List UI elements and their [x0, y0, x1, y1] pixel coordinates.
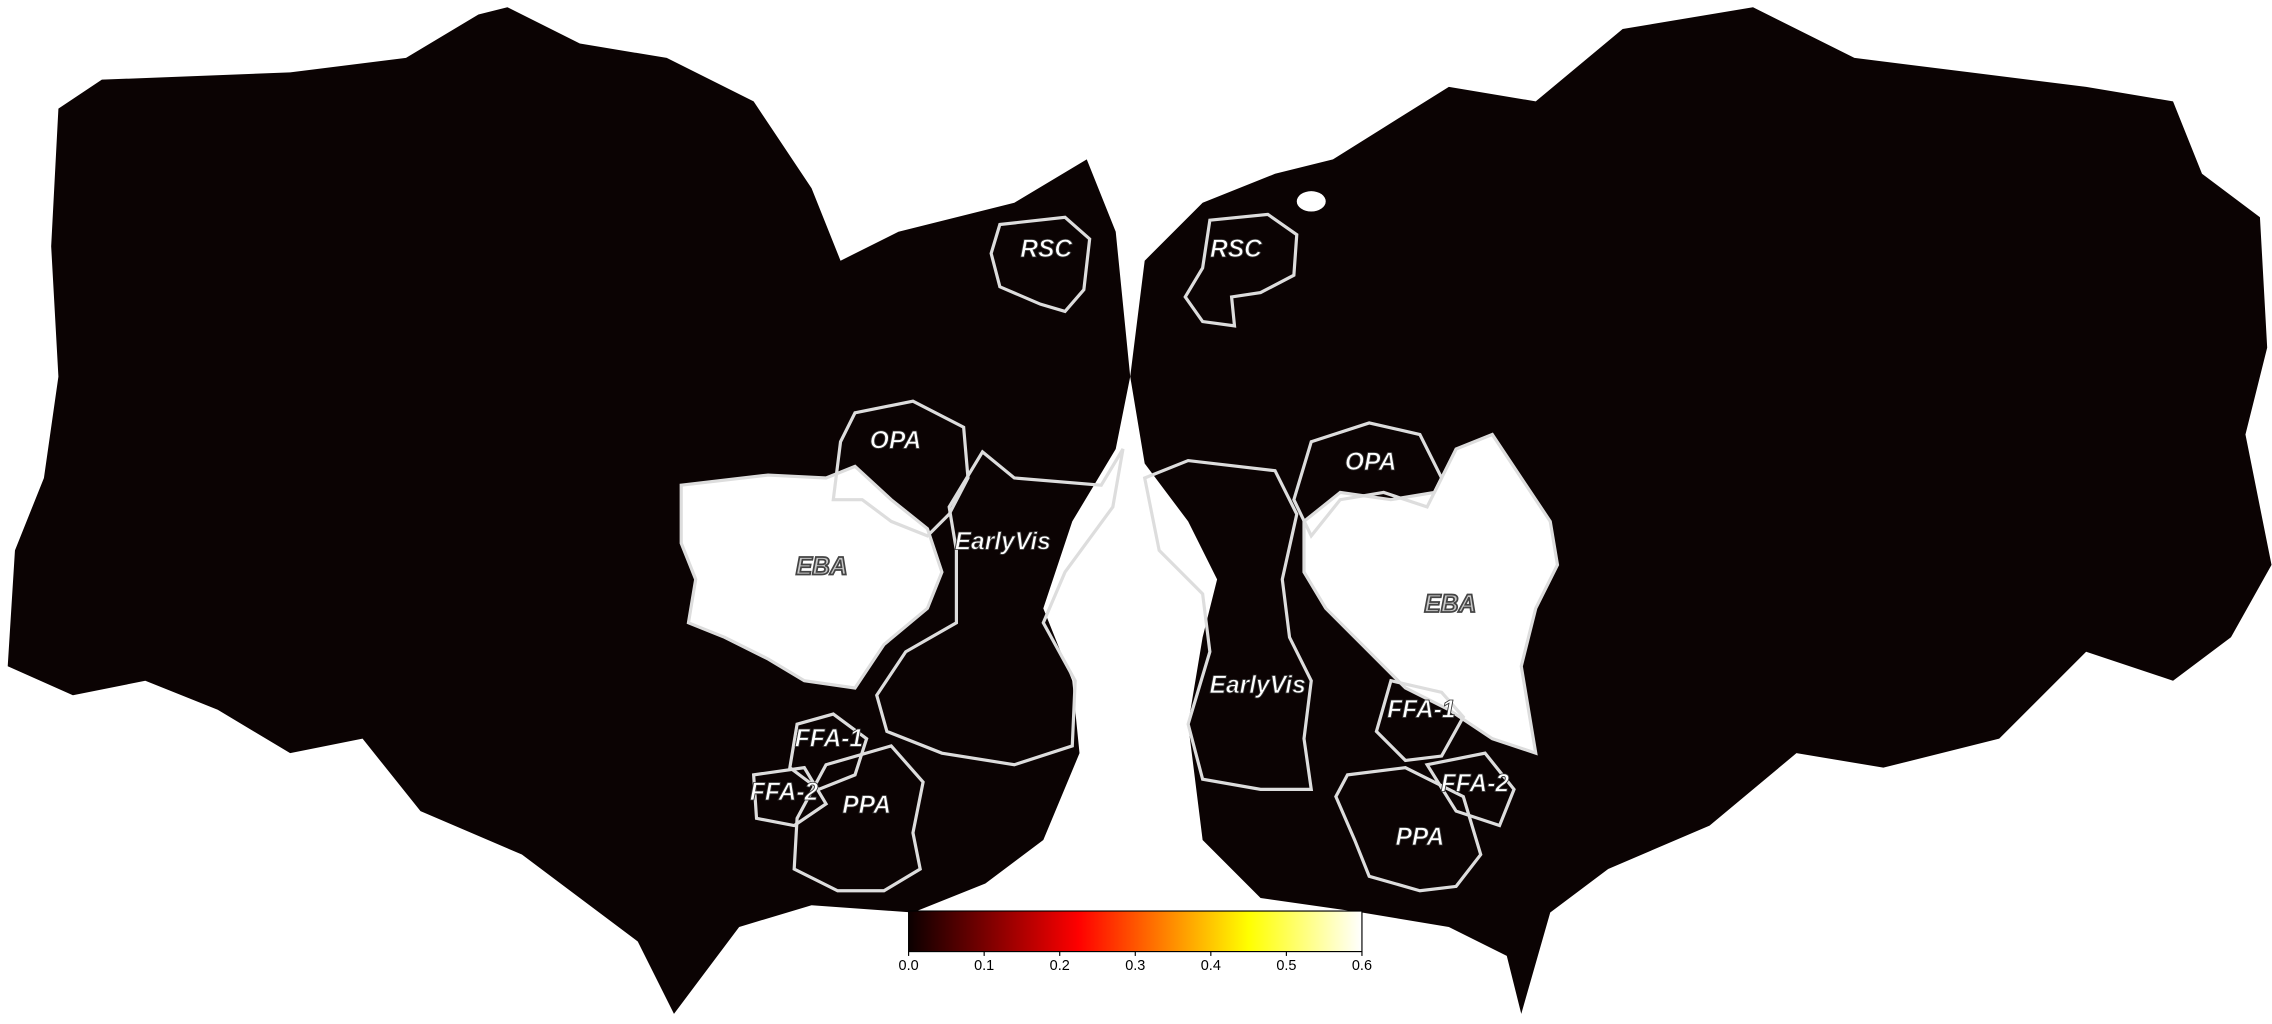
- roi-label: OPA: [1345, 449, 1397, 476]
- roi-label: PPA: [1395, 824, 1444, 851]
- roi-label: FFA-2: [1441, 771, 1510, 798]
- roi-outlines: [1142, 212, 1560, 893]
- roi-outline: [1374, 678, 1466, 763]
- roi-label: RSC: [1210, 236, 1263, 263]
- tick-label: 0.2: [1050, 958, 1070, 974]
- tick-label: 0.1: [974, 958, 994, 974]
- roi-label: EarlyVis: [955, 529, 1051, 556]
- roi-label: OPA: [870, 427, 922, 454]
- activation: [681, 466, 942, 688]
- roi-label: EBA: [1424, 591, 1476, 618]
- hole: [1296, 191, 1326, 212]
- left-hemisphere: [7, 7, 1131, 1014]
- roi-outline: [1424, 751, 1516, 828]
- roi-outline: [875, 448, 1125, 767]
- tick-label: 0.4: [1201, 958, 1221, 974]
- roi-outline: [1142, 458, 1314, 791]
- roi-outline: [751, 765, 829, 828]
- roi-label: FFA-2: [750, 779, 819, 806]
- tick-label: 0.6: [1352, 958, 1372, 974]
- colorbar-ticks: 0.0 0.1 0.2 0.3 0.4 0.5 0.6: [899, 951, 1372, 974]
- roi-outline: [989, 215, 1092, 314]
- roi-outline: [792, 744, 925, 893]
- roi-outline: [1183, 212, 1299, 328]
- colorbar: [908, 910, 1363, 953]
- roi-label: FFA-1: [795, 726, 863, 753]
- roi-outline: [1334, 765, 1483, 893]
- roi-outline: [679, 464, 944, 690]
- tick-label: 0.0: [899, 958, 919, 974]
- roi-label: PPA: [842, 792, 891, 819]
- roi-label: EarlyVis: [1210, 672, 1306, 699]
- roi-outlines: [679, 215, 1125, 893]
- roi-label: FFA-1: [1387, 697, 1455, 724]
- tick-label: 0.3: [1125, 958, 1145, 974]
- roi-label: RSC: [1020, 236, 1073, 263]
- roi-label: EBA: [796, 553, 848, 580]
- roi-outline: [1302, 432, 1560, 756]
- roi-outline: [1292, 421, 1444, 539]
- roi-outline: [788, 712, 869, 792]
- activation: [1304, 434, 1558, 754]
- tick-label: 0.5: [1276, 958, 1296, 974]
- right-hemisphere: [1130, 7, 2272, 1014]
- roi-outline: [831, 399, 970, 538]
